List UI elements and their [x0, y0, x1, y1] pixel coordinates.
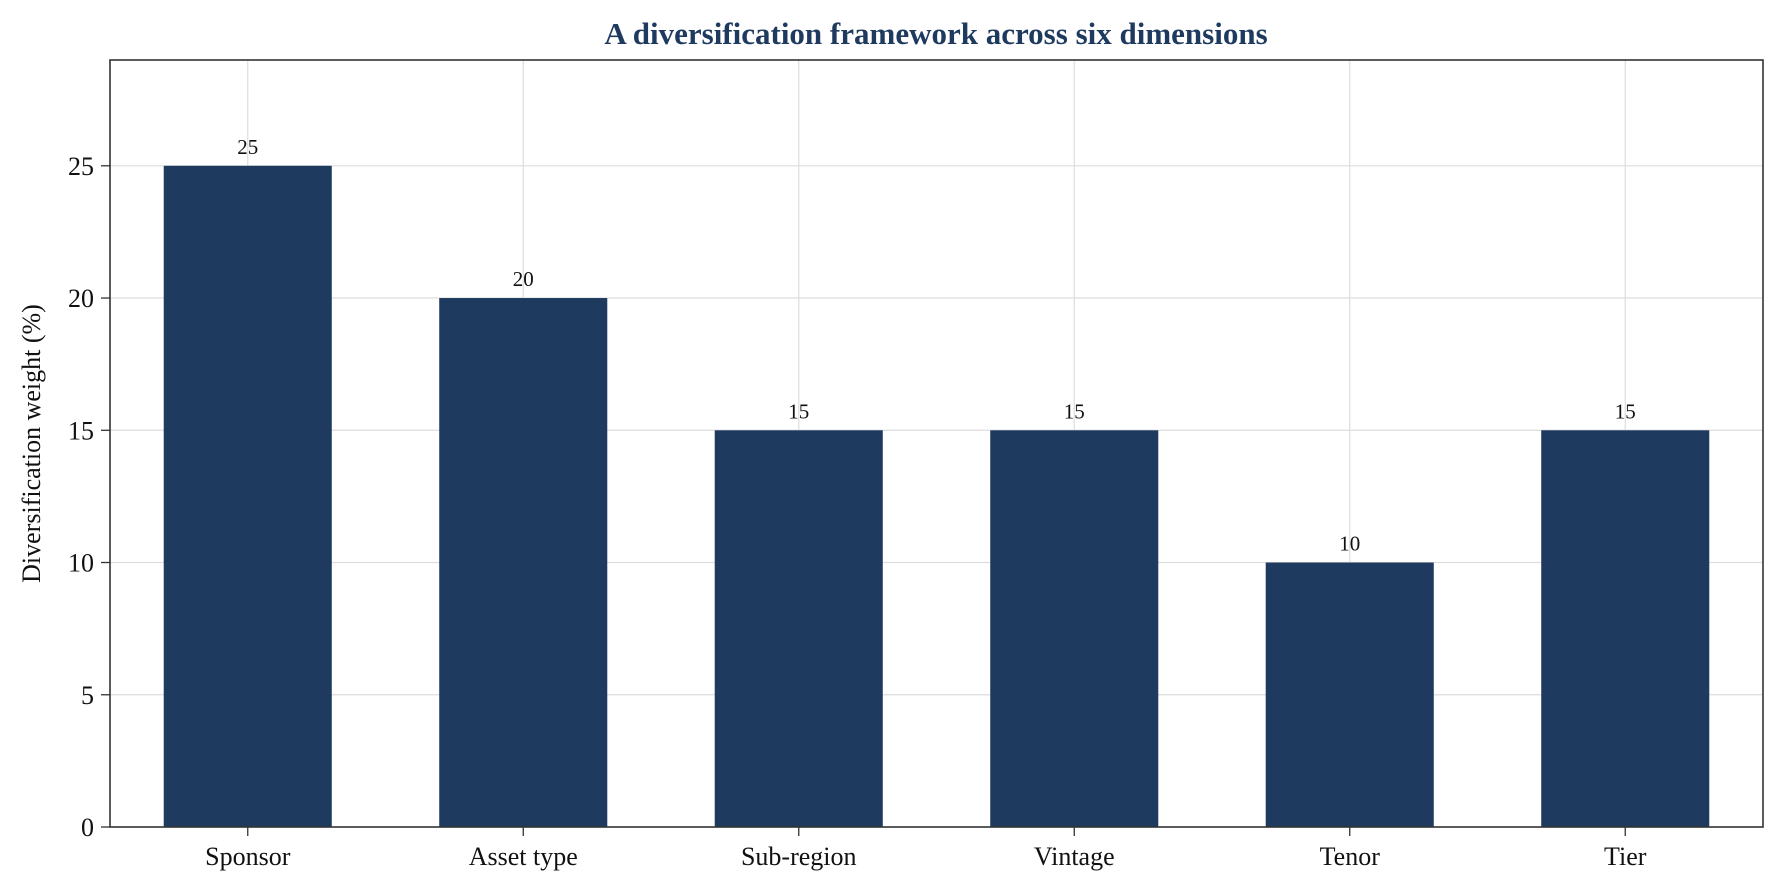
bar [163, 165, 332, 828]
data-label: 20 [513, 267, 534, 291]
bar-layer [163, 165, 1710, 828]
data-label: 15 [1064, 399, 1085, 423]
data-label: 15 [1615, 399, 1636, 423]
bar [439, 298, 608, 827]
bar [714, 430, 883, 827]
x-tick-label: Vintage [1034, 842, 1115, 871]
y-tick-label: 5 [81, 681, 94, 710]
y-tick-label: 0 [81, 813, 94, 842]
x-tick-label: Tier [1604, 842, 1647, 871]
data-label-layer: 25 20 15 15 10 15 [237, 135, 1636, 556]
y-tick-label: 15 [68, 416, 94, 445]
x-tick-label: Sponsor [205, 842, 291, 871]
chart-title: A diversification framework across six d… [604, 16, 1267, 51]
data-label: 15 [788, 399, 809, 423]
x-tick-label: Asset type [469, 842, 578, 871]
y-tick-label: 10 [68, 549, 94, 578]
axis-layer: 0 5 10 15 20 25 Sponsor Asset type Sub-region Vin… [68, 152, 1647, 871]
plot-frame [109, 59, 1764, 828]
y-axis-label: Diversification weight (%) [17, 304, 46, 583]
grid-layer [110, 60, 1763, 827]
data-label: 25 [237, 135, 258, 159]
x-tick-label: Tenor [1320, 842, 1381, 871]
y-tick-label: 20 [68, 284, 94, 313]
bar [1541, 430, 1710, 827]
bar [1265, 562, 1434, 827]
bar [990, 430, 1159, 827]
data-label: 10 [1339, 532, 1360, 556]
y-tick-label: 25 [68, 152, 94, 181]
x-tick-label: Sub-region [741, 842, 857, 871]
